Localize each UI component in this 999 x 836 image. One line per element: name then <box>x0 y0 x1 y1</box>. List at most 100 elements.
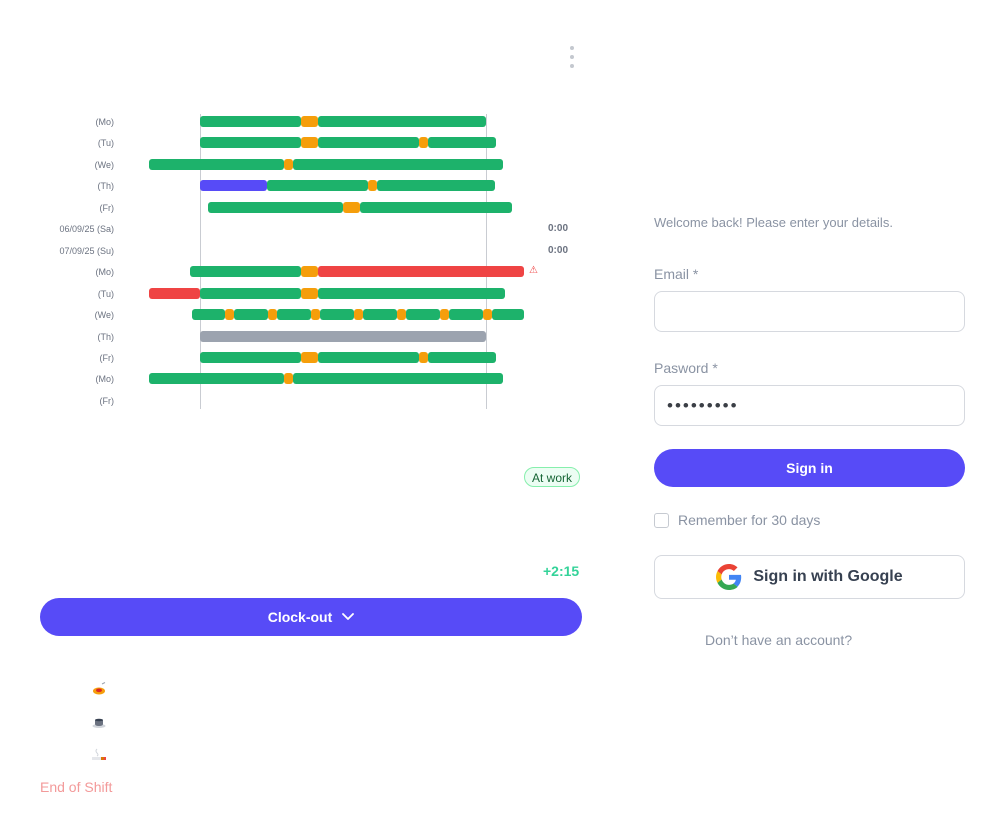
time-balance: +2:15 <box>543 563 580 579</box>
row-day-label: (Mo) <box>95 267 115 278</box>
google-sign-in-button[interactable]: Sign in with Google <box>654 555 965 599</box>
work-segment[interactable] <box>363 309 397 321</box>
work-segment[interactable] <box>277 309 311 321</box>
break-segment[interactable] <box>301 137 318 149</box>
break-segment[interactable] <box>343 201 360 213</box>
row-day-label: (Mo) <box>95 374 115 385</box>
work-segment[interactable] <box>449 309 483 321</box>
work-segment[interactable] <box>377 180 495 192</box>
work-segment[interactable] <box>318 137 419 149</box>
break-meal-icon[interactable] <box>91 682 107 696</box>
row-day-label: (Fr) <box>99 202 115 213</box>
row-day-label: (Tu) <box>97 138 114 149</box>
more-vertical-icon-dot <box>570 64 574 68</box>
work-segment[interactable] <box>200 351 301 363</box>
timeline-row[interactable]: (Th) <box>0 330 590 344</box>
break-segment[interactable] <box>225 309 234 321</box>
work-segment[interactable] <box>190 266 301 278</box>
break-segment[interactable] <box>419 351 428 363</box>
work-segment[interactable] <box>208 201 343 213</box>
break-segment[interactable] <box>284 158 293 170</box>
break-segment[interactable] <box>301 351 318 363</box>
work-segment[interactable] <box>428 351 496 363</box>
clock-out-label: Clock-out <box>267 609 333 625</box>
timeline-row[interactable]: (Mo) <box>0 372 590 386</box>
break-segment[interactable] <box>311 309 320 321</box>
work-segment[interactable] <box>200 137 301 149</box>
work-segment[interactable] <box>200 116 301 127</box>
work-segment[interactable] <box>192 309 225 321</box>
timeline-row[interactable]: 07/09/25 (Su) 0:00 <box>0 244 590 258</box>
row-total: 0:00 <box>548 244 569 256</box>
remember-me[interactable]: Remember for 30 days <box>654 512 820 528</box>
break-segment[interactable] <box>301 116 318 127</box>
work-segment[interactable] <box>318 287 505 299</box>
break-segment[interactable] <box>368 180 377 192</box>
break-smoke-icon[interactable] <box>91 748 107 762</box>
row-day-label: (Fr) <box>99 395 115 406</box>
warning-icon[interactable]: ⚠ <box>529 265 538 277</box>
break-segment[interactable] <box>397 309 406 321</box>
timeline-row[interactable]: (We) <box>0 158 590 172</box>
shift-end-guide <box>486 114 487 409</box>
break-segment[interactable] <box>354 309 363 321</box>
work-segment[interactable] <box>360 201 512 213</box>
more-vertical-icon <box>570 46 574 50</box>
timeline-row[interactable]: (Mo) ⚠ <box>0 265 590 279</box>
break-segment[interactable] <box>440 309 449 321</box>
remember-label: Remember for 30 days <box>678 512 821 528</box>
end-of-shift-label[interactable]: End of Shift <box>40 779 113 795</box>
timeline-row[interactable]: (Tu) <box>0 136 590 150</box>
timeline-row[interactable]: (Tu) <box>0 287 590 301</box>
break-segment[interactable] <box>284 373 293 385</box>
overtime-segment[interactable] <box>149 287 200 299</box>
password-field[interactable]: ••••••••• <box>654 385 965 426</box>
overtime-segment[interactable] <box>318 266 524 278</box>
break-segment[interactable] <box>301 266 318 278</box>
timeline-row[interactable]: (Mo) <box>0 115 590 129</box>
email-field[interactable] <box>654 291 965 332</box>
work-segment[interactable] <box>318 116 486 127</box>
break-segment[interactable] <box>419 137 428 149</box>
work-segment[interactable] <box>318 351 419 363</box>
row-day-label: (Th) <box>97 181 115 192</box>
timeline-row[interactable]: (Fr) <box>0 351 590 365</box>
break-segment[interactable] <box>483 309 492 321</box>
row-day-label: (Mo) <box>95 117 115 127</box>
more-vertical-icon-dot <box>570 55 574 59</box>
timeline-row[interactable]: 06/09/25 (Sa) 0:00 <box>0 222 590 236</box>
row-day-label: 07/09/25 (Su) <box>59 245 114 256</box>
timeline-row[interactable]: (Fr) <box>0 201 590 215</box>
work-segment[interactable] <box>320 309 354 321</box>
work-segment[interactable] <box>293 158 503 170</box>
work-segment[interactable] <box>234 309 268 321</box>
work-segment[interactable] <box>406 309 440 321</box>
sign-up-link[interactable]: Don’t have an account? <box>705 632 853 648</box>
work-segment[interactable] <box>267 180 368 192</box>
row-day-label: 06/09/25 (Sa) <box>59 224 114 235</box>
absence-segment[interactable] <box>200 330 486 342</box>
shift-start-guide <box>200 114 201 409</box>
break-segment[interactable] <box>268 309 277 321</box>
work-segment[interactable] <box>492 309 524 321</box>
work-segment[interactable] <box>428 137 496 149</box>
timeline-row[interactable]: (Th) <box>0 179 590 193</box>
special-segment[interactable] <box>200 180 267 192</box>
break-segment[interactable] <box>301 287 318 299</box>
work-segment[interactable] <box>200 287 301 299</box>
timeline-row[interactable]: (We) <box>0 308 590 322</box>
clock-out-button[interactable]: Clock-out <box>40 598 582 636</box>
more-options-button[interactable] <box>564 44 580 70</box>
work-segment[interactable] <box>149 158 284 170</box>
row-day-label: (We) <box>94 159 114 170</box>
work-segment[interactable] <box>293 373 503 385</box>
chevron-down-icon <box>342 613 355 620</box>
row-day-label: (Th) <box>97 331 115 342</box>
work-segment[interactable] <box>149 373 284 385</box>
row-day-label: (Fr) <box>99 352 115 363</box>
remember-checkbox[interactable] <box>654 512 669 528</box>
sign-in-button[interactable]: Sign in <box>654 449 965 487</box>
timeline-row[interactable]: (Fr) <box>0 394 590 408</box>
status-badge: At work <box>524 467 581 487</box>
break-coffee-icon[interactable] <box>91 715 107 729</box>
